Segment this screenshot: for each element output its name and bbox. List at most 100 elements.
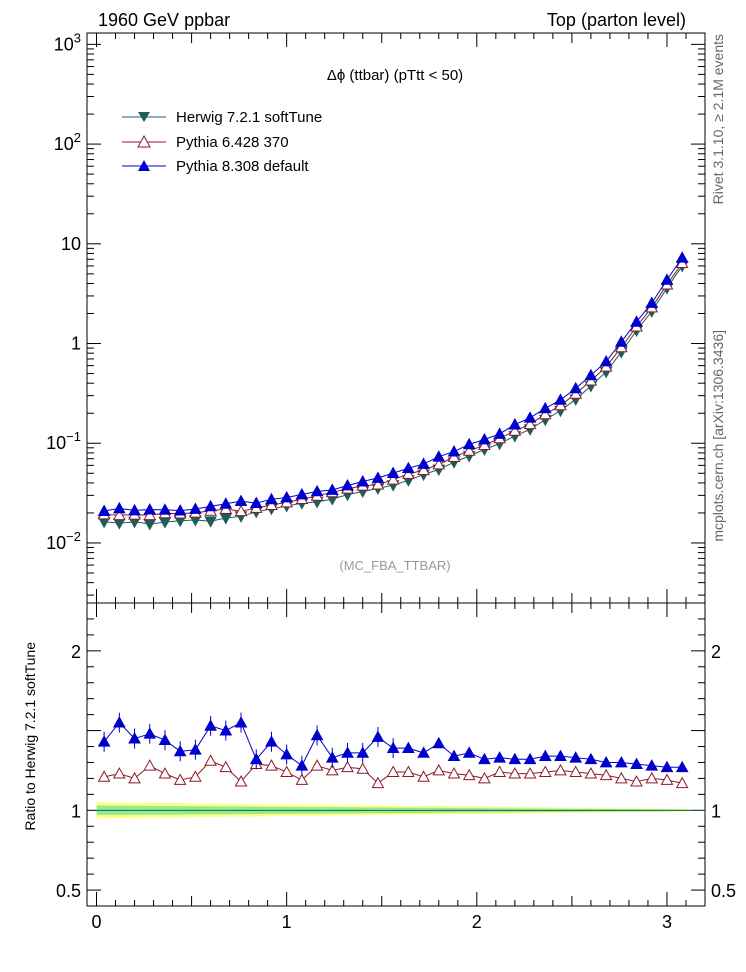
ratio-point-pythia8 bbox=[173, 744, 187, 757]
ratio-point-pythia6 bbox=[630, 775, 643, 787]
ratio-point-pythia8 bbox=[432, 736, 446, 749]
legend-marker-herwig bbox=[138, 112, 150, 122]
ratio-point-pythia6 bbox=[265, 759, 278, 771]
data-point-pythia8 bbox=[158, 503, 172, 515]
data-point-pythia6 bbox=[432, 457, 446, 470]
ratio-point-pythia6 bbox=[432, 763, 446, 776]
x-tick-label: 0 bbox=[91, 912, 101, 932]
legend: Herwig 7.2.1 softTune Pythia 6.428 370 P… bbox=[122, 109, 322, 175]
ratio-point-pythia6 bbox=[599, 768, 613, 781]
legend-marker-pythia6 bbox=[137, 134, 151, 148]
data-point-pythia8 bbox=[143, 503, 157, 515]
ratio-point-pythia8 bbox=[356, 746, 370, 758]
data-point-pythia8 bbox=[432, 450, 446, 462]
y-tick-label-main: 1 bbox=[71, 334, 81, 354]
data-point-pythia8 bbox=[97, 504, 111, 516]
ratio-point-pythia8 bbox=[325, 751, 339, 763]
data-point-pythia8 bbox=[493, 427, 506, 439]
ratio-point-pythia6 bbox=[112, 767, 126, 779]
y-tick-label-main: 103 bbox=[54, 30, 81, 54]
data-point-pythia8 bbox=[219, 497, 233, 509]
ratio-point-pythia6 bbox=[523, 767, 537, 779]
ratio-point-pythia8 bbox=[280, 747, 294, 760]
ratio-point-pythia8 bbox=[478, 752, 491, 765]
y-tick-label-ratio-right: 0.5 bbox=[711, 881, 736, 901]
ratio-point-pythia8 bbox=[508, 752, 522, 765]
data-point-pythia8 bbox=[660, 273, 674, 285]
data-point-pythia6 bbox=[569, 387, 583, 399]
watermark: (MC_FBA_TTBAR) bbox=[339, 558, 450, 573]
ratio-point-pythia8 bbox=[219, 724, 233, 736]
x-tick-label: 2 bbox=[472, 912, 482, 932]
y-tick-label-main: 102 bbox=[54, 130, 81, 154]
ratio-point-pythia6 bbox=[310, 759, 324, 771]
ratio-point-pythia6 bbox=[97, 770, 111, 782]
ratio-plot-frame bbox=[86, 602, 706, 907]
ratio-point-pythia6 bbox=[569, 765, 583, 777]
ratio-point-pythia6 bbox=[478, 771, 491, 784]
legend-label-herwig: Herwig 7.2.1 softTune bbox=[176, 109, 322, 126]
side-label-bottom: mcplots.cern.ch [arXiv:1306.3436] bbox=[710, 330, 726, 542]
ratio-point-pythia8 bbox=[189, 743, 202, 755]
ratio-point-pythia8 bbox=[128, 732, 141, 744]
ratio-point-pythia8 bbox=[569, 751, 583, 763]
data-point-pythia8 bbox=[614, 335, 628, 347]
data-point-pythia8 bbox=[675, 251, 689, 263]
ratio-point-pythia6 bbox=[219, 760, 233, 773]
ratio-point-pythia8 bbox=[97, 735, 111, 747]
data-point-pythia8 bbox=[265, 492, 278, 505]
ratio-point-pythia6 bbox=[462, 768, 476, 781]
ratio-point-pythia6 bbox=[447, 767, 461, 779]
data-point-pythia6 bbox=[417, 463, 430, 475]
data-point-pythia8 bbox=[402, 461, 415, 474]
y-tick-label-ratio: 2 bbox=[71, 642, 81, 662]
ratio-point-pythia8 bbox=[645, 759, 659, 771]
data-point-pythia8 bbox=[599, 354, 613, 367]
ratio-point-pythia6 bbox=[402, 765, 415, 777]
legend-label-pythia8: Pythia 8.308 default bbox=[176, 158, 309, 175]
ratio-point-pythia8 bbox=[310, 728, 324, 741]
data-point-pythia8 bbox=[538, 401, 552, 414]
data-point-pythia6 bbox=[462, 444, 476, 456]
ratio-point-pythia8 bbox=[265, 735, 278, 747]
ratio-point-pythia8 bbox=[523, 752, 537, 765]
ratio-point-pythia6 bbox=[660, 773, 674, 785]
legend-entry-pythia6: Pythia 6.428 370 bbox=[122, 134, 289, 151]
data-point-pythia6 bbox=[371, 478, 385, 490]
data-point-pythia8 bbox=[478, 432, 491, 445]
y-tick-label-ratio-right: 2 bbox=[711, 642, 721, 662]
data-point-pythia8 bbox=[447, 445, 461, 457]
ratio-point-pythia6 bbox=[386, 765, 400, 777]
ratio-point-pythia8 bbox=[417, 746, 430, 758]
ratio-point-pythia6 bbox=[204, 754, 217, 766]
data-point-pythia8 bbox=[341, 478, 354, 491]
data-point-pythia6 bbox=[112, 508, 126, 521]
data-point-herwig bbox=[204, 516, 217, 528]
data-point-pythia8 bbox=[234, 494, 248, 506]
data-point-pythia8 bbox=[295, 487, 309, 500]
ratio-point-pythia8 bbox=[554, 749, 567, 761]
ratio-point-pythia8 bbox=[204, 719, 217, 731]
legend-marker-pythia8 bbox=[138, 160, 150, 171]
data-point-pythia8 bbox=[569, 381, 583, 394]
ratio-point-pythia8 bbox=[341, 746, 354, 758]
ratio-point-pythia8 bbox=[660, 760, 674, 773]
data-point-pythia8 bbox=[645, 296, 659, 308]
ratio-y-label: Ratio to Herwig 7.2.1 softTune bbox=[22, 642, 38, 831]
ratio-point-pythia8 bbox=[614, 755, 628, 768]
ratio-point-pythia8 bbox=[249, 752, 263, 765]
ratio-point-pythia8 bbox=[675, 760, 689, 773]
side-label-top: Rivet 3.1.10, ≥ 2.1M events bbox=[710, 34, 726, 204]
y-tick-label-main: 10−2 bbox=[46, 529, 81, 553]
data-point-pythia8 bbox=[325, 483, 339, 495]
data-point-pythia6 bbox=[234, 504, 248, 517]
ratio-point-pythia6 bbox=[128, 771, 141, 784]
ratio-point-pythia6 bbox=[234, 775, 248, 787]
header-right: Top (parton level) bbox=[547, 10, 686, 30]
data-point-herwig bbox=[112, 518, 126, 530]
data-point-pythia8 bbox=[204, 499, 217, 512]
data-point-pythia8 bbox=[310, 484, 324, 497]
ratio-point-pythia8 bbox=[295, 759, 309, 771]
ratio-point-pythia8 bbox=[402, 741, 415, 754]
